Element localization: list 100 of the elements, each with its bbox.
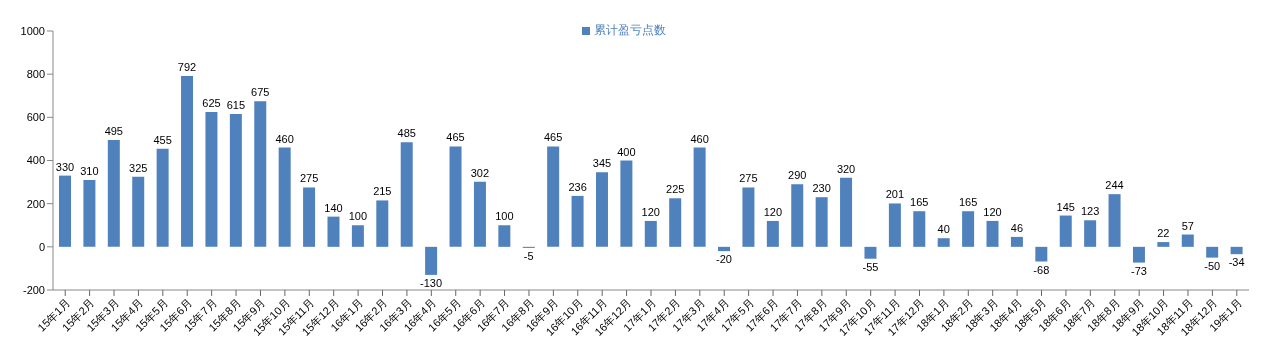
data-label: 675 [251, 86, 270, 99]
data-label: 460 [275, 132, 294, 145]
bar [181, 75, 194, 247]
data-label: 275 [299, 172, 319, 185]
y-tick-label: 0 [38, 240, 45, 253]
data-label: 100 [495, 210, 514, 223]
bar [766, 220, 779, 247]
bar [1010, 236, 1023, 247]
data-label: 465 [543, 131, 563, 144]
data-label: -5 [523, 249, 534, 262]
bar [400, 142, 413, 247]
data-label: 230 [812, 182, 831, 195]
bar [205, 111, 218, 247]
bar [962, 211, 975, 247]
bar [791, 184, 804, 247]
bar [815, 197, 828, 247]
bar [693, 147, 706, 247]
bar [742, 187, 755, 247]
bar [620, 160, 633, 247]
bar [59, 175, 71, 247]
y-tick-label: 200 [26, 197, 45, 210]
bar [1157, 242, 1170, 247]
data-label: 325 [129, 161, 148, 174]
data-label: 290 [788, 169, 807, 182]
bar [1206, 246, 1219, 258]
bar [1059, 215, 1072, 247]
bar [132, 176, 145, 247]
bar [1181, 234, 1194, 247]
data-label: 120 [641, 205, 660, 218]
bar [498, 225, 511, 247]
bar [864, 246, 877, 259]
data-label: 460 [690, 132, 709, 145]
data-label: 485 [397, 127, 416, 140]
bar [547, 146, 560, 247]
bar [888, 203, 901, 247]
bar [1084, 220, 1097, 247]
data-label: 455 [153, 133, 172, 146]
data-label: 320 [836, 162, 856, 175]
data-label: -50 [1204, 259, 1221, 272]
bar [937, 238, 950, 247]
data-label: 615 [226, 99, 246, 112]
bar [1108, 194, 1121, 247]
data-label: -73 [1131, 264, 1147, 277]
data-label: 165 [910, 196, 929, 209]
bar [1035, 246, 1048, 262]
bar [351, 225, 364, 247]
bar [327, 216, 340, 247]
bar [229, 114, 242, 247]
data-label: 244 [1105, 179, 1124, 192]
bar [669, 198, 682, 247]
y-tick-label: 400 [26, 154, 45, 167]
data-label: 236 [568, 180, 587, 193]
bar [1132, 246, 1145, 263]
data-label: 165 [958, 196, 978, 209]
data-label: -34 [1228, 256, 1245, 269]
y-tick-label: 600 [26, 111, 45, 124]
data-label: 310 [80, 164, 99, 177]
bar [718, 246, 731, 252]
bar [254, 101, 267, 247]
data-label: 225 [666, 183, 685, 196]
data-label: 345 [592, 157, 612, 170]
bar [107, 140, 120, 247]
data-label: 145 [1056, 200, 1075, 213]
data-label: 120 [983, 205, 1002, 218]
bar [425, 246, 438, 275]
data-label: 465 [446, 131, 465, 144]
bar [913, 211, 926, 247]
bar [376, 200, 389, 247]
data-label: 40 [937, 223, 950, 236]
data-label: -130 [420, 276, 443, 289]
bar [571, 195, 584, 247]
data-label: 22 [1157, 227, 1170, 240]
bar [1230, 246, 1243, 255]
bar [449, 146, 462, 247]
data-label: 495 [104, 125, 123, 137]
bar [278, 147, 291, 247]
data-label: 201 [885, 188, 905, 201]
bar [840, 177, 853, 247]
data-label: 123 [1080, 205, 1100, 218]
bar [156, 148, 169, 247]
data-label: 215 [373, 185, 392, 198]
data-label: 120 [763, 205, 783, 218]
bar [473, 181, 486, 247]
y-tick-label: -200 [22, 283, 45, 296]
bar [644, 220, 657, 247]
bar [986, 220, 999, 247]
y-tick-label: 800 [26, 68, 45, 81]
data-label: 330 [55, 160, 75, 173]
data-label: 100 [348, 210, 368, 223]
legend-label: 累计盈亏点数 [593, 23, 666, 37]
bar [595, 172, 608, 247]
data-label: 400 [617, 145, 636, 158]
y-tick-label: 1000 [20, 24, 45, 37]
bar [303, 187, 316, 247]
data-label: -20 [716, 253, 732, 266]
data-label: 140 [324, 201, 343, 214]
data-label: 792 [177, 60, 197, 73]
data-label: 57 [1181, 219, 1194, 232]
data-label: 625 [202, 96, 221, 109]
data-label: 275 [739, 172, 758, 185]
